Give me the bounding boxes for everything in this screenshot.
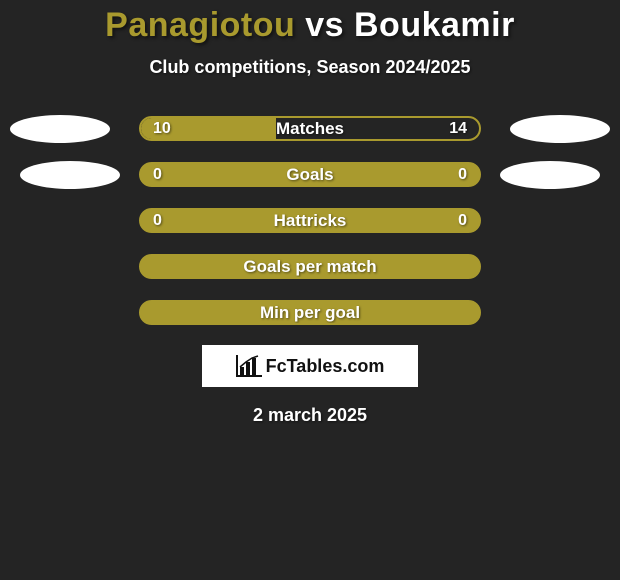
page-title: Panagiotou vs Boukamir: [0, 0, 620, 45]
stats-container: 1014Matches 00Goals 00Hattricks Goals per m…: [0, 116, 620, 325]
title-player-right: Boukamir: [354, 6, 515, 44]
stat-row: Min per goal: [0, 300, 620, 325]
brand-text: FcTables.com: [266, 356, 385, 377]
side-ellipse-left: [20, 161, 120, 189]
stat-bar: 1014Matches: [139, 116, 481, 141]
stat-row: 00Goals: [0, 162, 620, 187]
stat-label: Matches: [141, 119, 479, 139]
stat-bar: 00Goals: [139, 162, 481, 187]
stat-bar: Min per goal: [139, 300, 481, 325]
title-player-left: Panagiotou: [105, 6, 295, 44]
subtitle: Club competitions, Season 2024/2025: [0, 57, 620, 78]
stat-bar: 00Hattricks: [139, 208, 481, 233]
stat-label: Min per goal: [141, 303, 479, 323]
date-text: 2 march 2025: [0, 405, 620, 426]
side-ellipse-left: [10, 115, 110, 143]
bar-chart-icon: [236, 355, 262, 377]
stat-label: Goals per match: [141, 257, 479, 277]
stat-row: Goals per match: [0, 254, 620, 279]
side-ellipse-right: [500, 161, 600, 189]
title-vs: vs: [305, 6, 344, 44]
stat-row: 00Hattricks: [0, 208, 620, 233]
stat-bar: Goals per match: [139, 254, 481, 279]
stat-row: 1014Matches: [0, 116, 620, 141]
comparison-infographic: Panagiotou vs Boukamir Club competitions…: [0, 0, 620, 580]
brand-box: FcTables.com: [202, 345, 418, 387]
stat-label: Hattricks: [141, 211, 479, 231]
stat-label: Goals: [141, 165, 479, 185]
side-ellipse-right: [510, 115, 610, 143]
